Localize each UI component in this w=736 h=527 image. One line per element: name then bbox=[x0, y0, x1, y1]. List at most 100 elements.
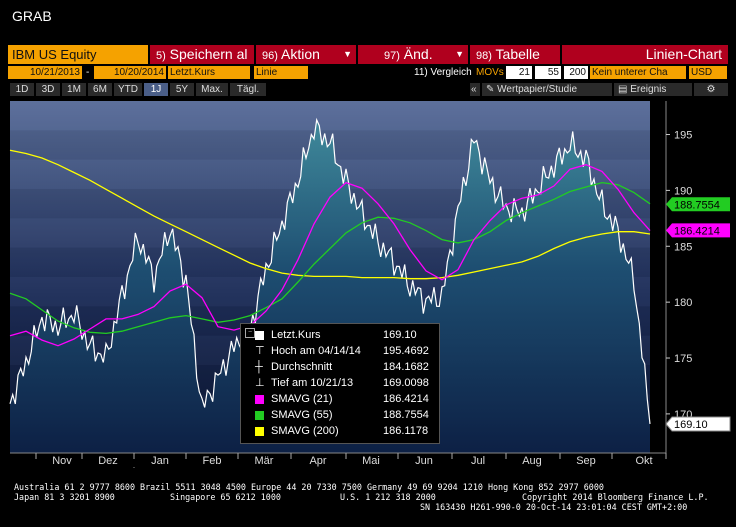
table-button-label: Tabelle bbox=[495, 46, 540, 62]
chevron-down-icon: ▼ bbox=[343, 49, 352, 59]
legend-value: 186.1178 bbox=[383, 425, 429, 437]
legend-swatch-icon bbox=[255, 411, 264, 420]
legend-collapse-icon[interactable]: − bbox=[245, 328, 255, 338]
x-month-label: Aug bbox=[522, 455, 542, 467]
currency-select[interactable]: USD bbox=[689, 66, 727, 79]
legend-row: SMAVG (200) 186.1178 bbox=[245, 423, 435, 439]
legend-value: 188.7554 bbox=[383, 409, 429, 421]
period-button-tgl[interactable]: Tägl. bbox=[230, 83, 266, 96]
window-title: GRAB bbox=[12, 8, 52, 24]
footer-contacts-line1: Australia 61 2 9777 8600 Brazil 5511 304… bbox=[14, 482, 604, 492]
save-button-label: Speichern al bbox=[169, 46, 248, 62]
period-button-1d[interactable]: 1D bbox=[10, 83, 34, 96]
x-month-label: Dez bbox=[98, 455, 118, 467]
period-button-3d[interactable]: 3D bbox=[36, 83, 60, 96]
security-study-button[interactable]: ✎ Wertpapier/Studie bbox=[482, 83, 612, 96]
legend-label: Hoch am 04/14/14 bbox=[271, 345, 361, 357]
y-tick-label: 175 bbox=[674, 353, 692, 365]
footer-contacts-singapore: Singapore 65 6212 1000 bbox=[170, 492, 281, 502]
period-button-ytd[interactable]: YTD bbox=[114, 83, 142, 96]
price-marker-188.7554: 188.7554 bbox=[666, 197, 730, 212]
action-button-label: Aktion bbox=[281, 46, 320, 62]
legend-value: 186.4214 bbox=[383, 393, 429, 405]
legend-row: ⊥ Tief am 10/21/13 169.0098 bbox=[245, 375, 435, 391]
price-marker-186.4214: 186.4214 bbox=[666, 223, 730, 238]
chevron-down-icon: ▼ bbox=[455, 49, 464, 59]
legend-label: Letzt.Kurs bbox=[271, 329, 321, 341]
x-month-label: Sep bbox=[576, 455, 596, 467]
legend-low-icon: ⊥ bbox=[255, 377, 265, 389]
legend-value: 195.4692 bbox=[383, 345, 429, 357]
chart-legend: − Letzt.Kurs 169.10 ⊤ Hoch am 04/14/14 195.4… bbox=[240, 323, 440, 444]
legend-label: SMAVG (55) bbox=[271, 409, 333, 421]
price-marker-label: 186.4214 bbox=[674, 225, 720, 237]
sma55-line bbox=[9, 181, 651, 335]
legend-swatch-icon bbox=[255, 395, 264, 404]
compare-button[interactable]: 11) Vergleich bbox=[414, 67, 472, 78]
events-label: Ereignis bbox=[630, 84, 667, 95]
price-marker-label: 188.7554 bbox=[674, 199, 720, 211]
chart-type-button[interactable]: Linien-Chart bbox=[562, 45, 728, 64]
change-button[interactable]: 97) Änd. ▼ bbox=[358, 45, 468, 64]
y-tick-label: 190 bbox=[674, 185, 692, 197]
field-select[interactable]: Letzt.Kurs bbox=[168, 66, 250, 79]
style-select[interactable]: Linie bbox=[254, 66, 308, 79]
x-month-label: Nov bbox=[52, 455, 72, 467]
footer-timestamp: SN 163430 H261-990-0 20-Oct-14 23:01:04 … bbox=[420, 502, 688, 512]
period-button-5y[interactable]: 5Y bbox=[170, 83, 194, 96]
collapse-button[interactable]: « bbox=[470, 83, 480, 96]
lower-chart-select[interactable]: Kein unterer Cha bbox=[590, 66, 686, 79]
ma3-field[interactable]: 200 bbox=[564, 66, 588, 79]
events-button[interactable]: ▤ Ereignis bbox=[614, 83, 692, 96]
legend-value: 169.10 bbox=[383, 329, 417, 341]
period-button-1m[interactable]: 1M bbox=[62, 83, 86, 96]
sma200-line bbox=[9, 149, 651, 280]
change-button-label: Änd. bbox=[403, 46, 433, 62]
legend-row: SMAVG (21) 186.4214 bbox=[245, 391, 435, 407]
price-marker-tag bbox=[665, 416, 731, 432]
legend-high-icon: ⊤ bbox=[255, 345, 265, 357]
period-button-6m[interactable]: 6M bbox=[88, 83, 112, 96]
period-button-max[interactable]: Max. bbox=[196, 83, 228, 96]
x-month-label: Apr bbox=[309, 455, 326, 467]
x-month-label: Jan bbox=[151, 455, 169, 467]
period-button-1j[interactable]: 1J bbox=[144, 83, 168, 96]
legend-avg-icon: ┼ bbox=[255, 361, 263, 373]
ma1-field[interactable]: 21 bbox=[506, 66, 532, 79]
legend-row: SMAVG (55) 188.7554 bbox=[245, 407, 435, 423]
x-month-label: Okt bbox=[635, 455, 652, 467]
end-date-field[interactable]: 10/20/2014 bbox=[94, 66, 166, 79]
price-area bbox=[10, 119, 650, 454]
security-study-label: Wertpapier/Studie bbox=[497, 84, 578, 95]
footer-contacts-japan: Japan 81 3 3201 8900 bbox=[14, 492, 115, 502]
sma21-line bbox=[9, 164, 651, 347]
legend-label: Durchschnitt bbox=[271, 361, 333, 373]
y-tick-label: 185 bbox=[674, 241, 692, 253]
price-marker-tag bbox=[666, 197, 730, 212]
action-button-num: 96) bbox=[262, 50, 278, 62]
legend-value: 169.0098 bbox=[383, 377, 429, 389]
settings-gear-icon[interactable]: ⚙ bbox=[694, 83, 728, 96]
start-date-field[interactable]: 10/21/2013 bbox=[8, 66, 82, 79]
security-field[interactable]: IBM US Equity bbox=[8, 45, 148, 64]
legend-row: ┼ Durchschnitt 184.1682 bbox=[245, 359, 435, 375]
x-month-label: Feb bbox=[203, 455, 222, 467]
plot-band bbox=[10, 101, 650, 130]
y-tick-label: 195 bbox=[674, 130, 692, 142]
x-month-label: Jul bbox=[471, 455, 485, 467]
legend-row: ⊤ Hoch am 04/14/14 195.4692 bbox=[245, 343, 435, 359]
save-button[interactable]: 5) Speichern al bbox=[150, 45, 254, 64]
legend-value: 184.1682 bbox=[383, 361, 429, 373]
legend-row: Letzt.Kurs 169.10 bbox=[245, 327, 435, 343]
save-button-num: 5) bbox=[156, 50, 166, 62]
action-button[interactable]: 96) Aktion ▼ bbox=[256, 45, 356, 64]
price-line bbox=[9, 117, 651, 424]
ma2-field[interactable]: 55 bbox=[535, 66, 561, 79]
table-button[interactable]: 98) Tabelle bbox=[470, 45, 560, 64]
movs-label: MOVs bbox=[476, 67, 504, 78]
y-tick-label: 180 bbox=[674, 297, 692, 309]
footer-contacts-us: U.S. 1 212 318 2000 bbox=[340, 492, 436, 502]
legend-label: Tief am 10/21/13 bbox=[271, 377, 354, 389]
price-marker-169.10: 169.10 bbox=[665, 416, 731, 432]
x-month-label: Mär bbox=[255, 455, 274, 467]
